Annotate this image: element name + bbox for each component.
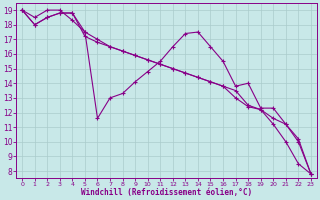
X-axis label: Windchill (Refroidissement éolien,°C): Windchill (Refroidissement éolien,°C) [81,188,252,197]
